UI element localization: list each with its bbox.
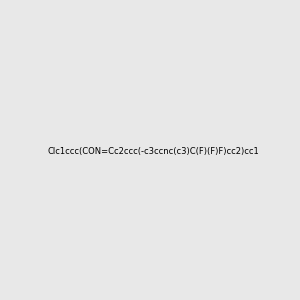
Text: Clc1ccc(CON=Cc2ccc(-c3ccnc(c3)C(F)(F)F)cc2)cc1: Clc1ccc(CON=Cc2ccc(-c3ccnc(c3)C(F)(F)F)c… <box>48 147 260 156</box>
